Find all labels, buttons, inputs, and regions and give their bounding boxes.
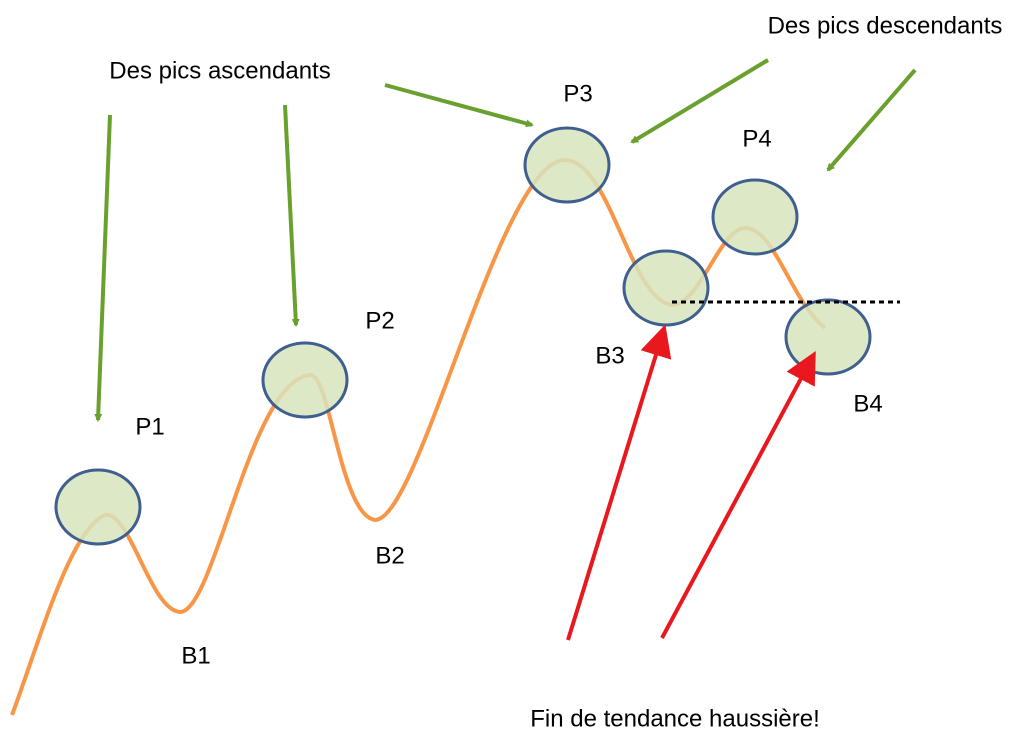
node-label: B3 <box>595 342 624 369</box>
annotation: Des pics ascendants <box>109 57 330 84</box>
node-label: B4 <box>853 390 882 417</box>
price-curve <box>10 157 827 716</box>
green-arrows <box>94 58 917 422</box>
node-label: P2 <box>365 307 394 334</box>
node-label: P4 <box>742 125 771 152</box>
node-label: B2 <box>375 542 404 569</box>
annotation: Des pics descendants <box>768 12 1003 39</box>
peak-circles <box>54 126 872 546</box>
node-label: P1 <box>135 413 164 440</box>
annotation: Fin de tendance haussière! <box>530 705 820 732</box>
red-arrows <box>566 324 816 641</box>
node-label: P3 <box>563 80 592 107</box>
node-label: B1 <box>181 642 210 669</box>
